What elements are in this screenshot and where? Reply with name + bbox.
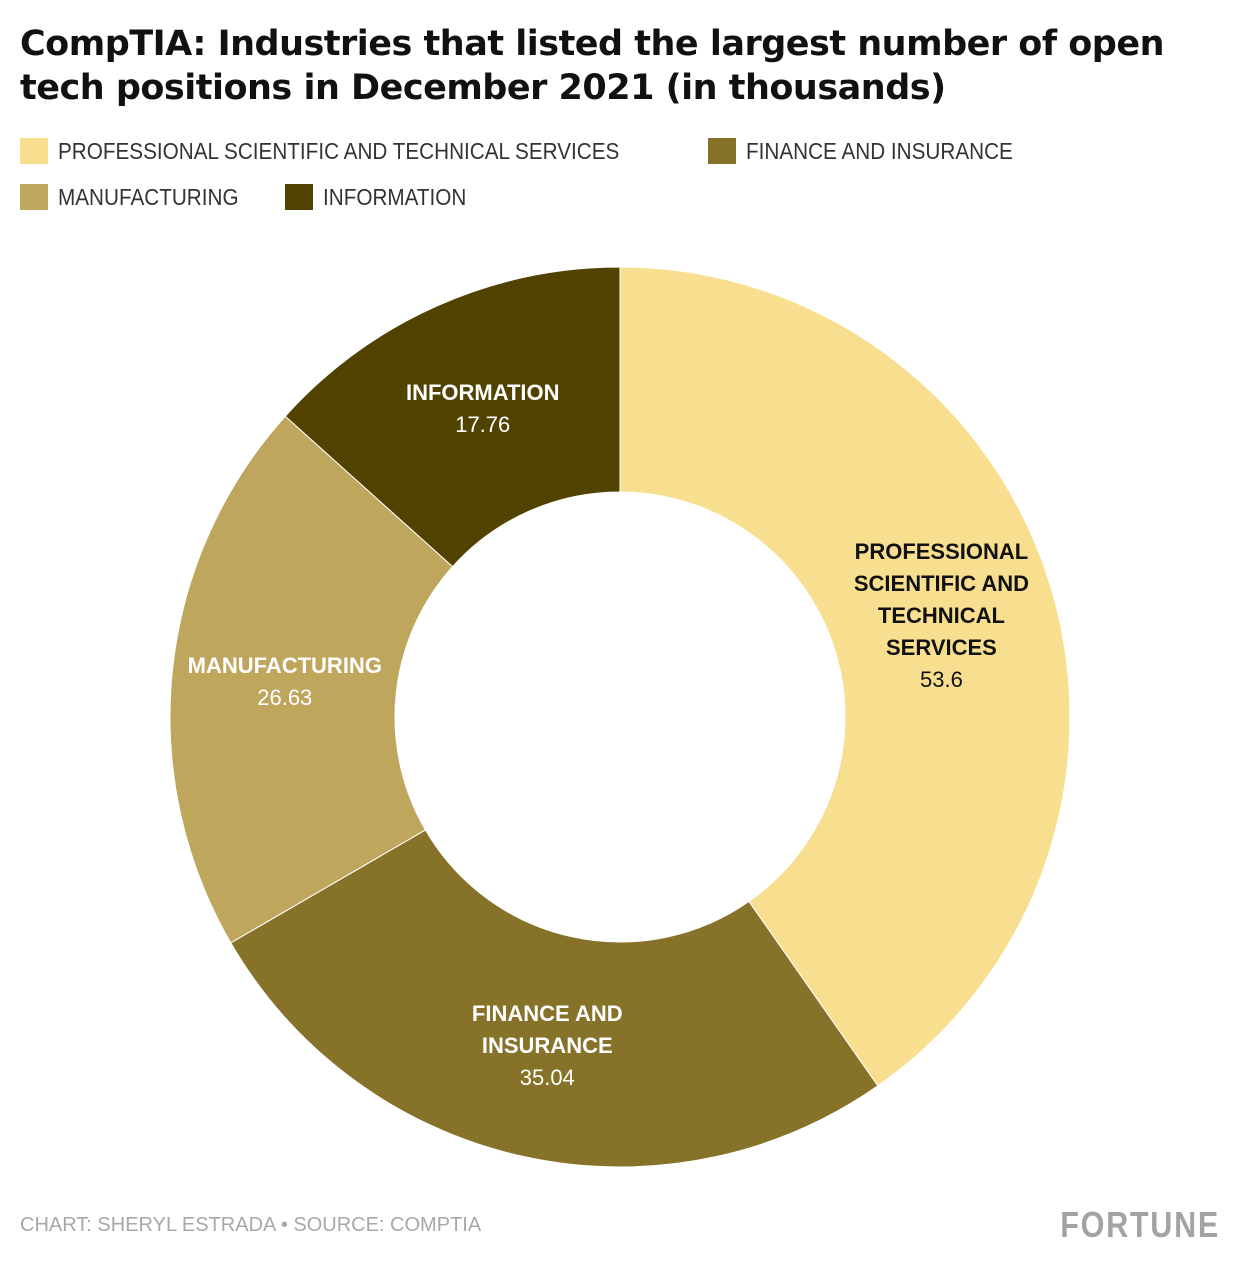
slice-value: 53.6 [920, 666, 963, 692]
slice-value: 26.63 [257, 685, 313, 711]
legend-label: PROFESSIONAL SCIENTIFIC AND TECHNICAL SE… [58, 137, 620, 164]
fortune-logo: FORTUNE [1060, 1204, 1220, 1245]
legend-label: INFORMATION [322, 183, 466, 210]
slice-name: MANUFACTURING [187, 653, 382, 679]
slice-name: PROFESSIONAL SCIENTIFIC AND TECHNICAL SE… [853, 538, 1030, 660]
legend-swatch [707, 138, 736, 164]
chart-title: CompTIA: Industries that listed the larg… [20, 24, 1165, 108]
legend: PROFESSIONAL SCIENTIFIC AND TECHNICAL SE… [20, 138, 1220, 210]
legend-item-finance: FINANCE AND INSURANCE [707, 137, 1013, 164]
legend-label: FINANCE AND INSURANCE [745, 137, 1013, 164]
legend-item-information: INFORMATION [284, 184, 466, 210]
slice-label-finance: FINANCE AND INSURANCE 35.04 [462, 998, 632, 1094]
slice-value: 17.76 [455, 412, 511, 438]
legend-label: MANUFACTURING [58, 183, 239, 210]
slice-finance [230, 829, 879, 1168]
legend-swatch [20, 184, 48, 210]
slice-label-professional: PROFESSIONAL SCIENTIFIC AND TECHNICAL SE… [841, 536, 1041, 696]
slice-label-information: INFORMATION 17.76 [406, 377, 560, 441]
legend-swatch [20, 138, 48, 164]
legend-swatch [284, 184, 313, 210]
slice-manufacturing [169, 415, 454, 944]
legend-item-manufacturing: MANUFACTURING [20, 184, 239, 210]
chart-credit: CHART: SHERYL ESTRADA • SOURCE: COMPTIA [20, 1214, 482, 1236]
slice-label-manufacturing: MANUFACTURING 26.63 [188, 650, 382, 714]
legend-item-professional: PROFESSIONAL SCIENTIFIC AND TECHNICAL SE… [20, 138, 652, 164]
slice-professional [619, 266, 1071, 1087]
slice-information [284, 266, 621, 568]
slice-value: 35.04 [519, 1065, 575, 1091]
slice-name: FINANCE AND INSURANCE [471, 1001, 623, 1059]
slice-name: INFORMATION [405, 380, 560, 406]
